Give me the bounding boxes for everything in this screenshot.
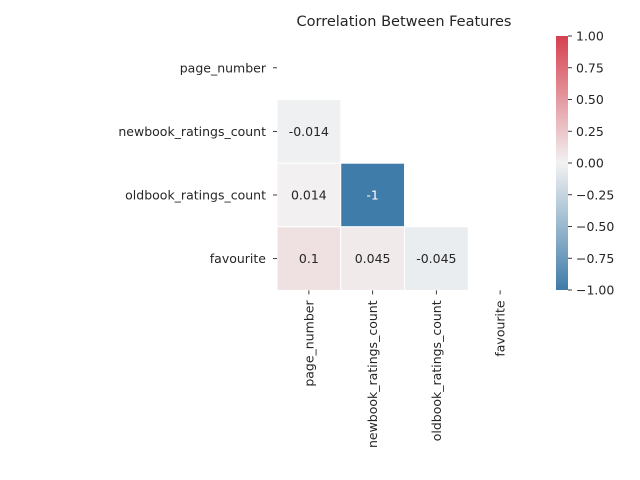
column-label: page_number [301,300,316,387]
heatmap-cells: -0.014 0.014 -1 0.1 0.045 -0.045 [276,99,469,291]
colorbar-tick-label: 0.75 [576,60,604,75]
cell-value-label: -0.045 [416,251,456,266]
cell-value-label: -0.014 [289,124,329,139]
column-label: oldbook_ratings_count [429,300,444,441]
cell-value-label: 0.045 [355,251,391,266]
column-label: favourite [493,300,508,357]
cell-value-label: 0.014 [291,188,327,203]
colorbar-tick-label: −0.25 [576,187,614,202]
row-label: page_number [180,60,267,75]
colorbar-tick-label: 1.00 [576,29,604,44]
chart-title: Correlation Between Features [297,14,512,30]
heatmap-cell-r2-c1 [340,162,405,228]
column-labels: page_number newbook_ratings_count oldbook_… [301,290,508,448]
colorbar-tick-label: 0.50 [576,92,604,107]
heatmap-cell-r2-c0 [276,162,342,228]
colorbar: 1.00 0.75 0.50 0.25 0.00 −0.25 −0.50 −0.75 −1.00 [556,29,614,298]
colorbar-gradient [556,36,568,290]
row-labels: page_number newbook_ratings_count oldbook_… [118,60,277,266]
heatmap-cell-r3-c0 [276,226,342,291]
colorbar-tick-label: −0.50 [576,219,614,234]
row-label: newbook_ratings_count [118,124,266,139]
heatmap-cell-r1-c0 [276,99,342,164]
row-label: favourite [210,251,267,266]
colorbar-tick-label: 0.25 [576,124,604,139]
column-label: newbook_ratings_count [365,300,380,448]
heatmap-cell-r3-c2 [404,226,469,291]
colorbar-tick-label: −0.75 [576,251,614,266]
colorbar-tick-label: −1.00 [576,283,614,298]
cell-value-label: -1 [366,188,378,203]
row-label: oldbook_ratings_count [125,188,266,203]
colorbar-tick-label: 0.00 [576,156,604,171]
cell-value-label: 0.1 [299,251,319,266]
